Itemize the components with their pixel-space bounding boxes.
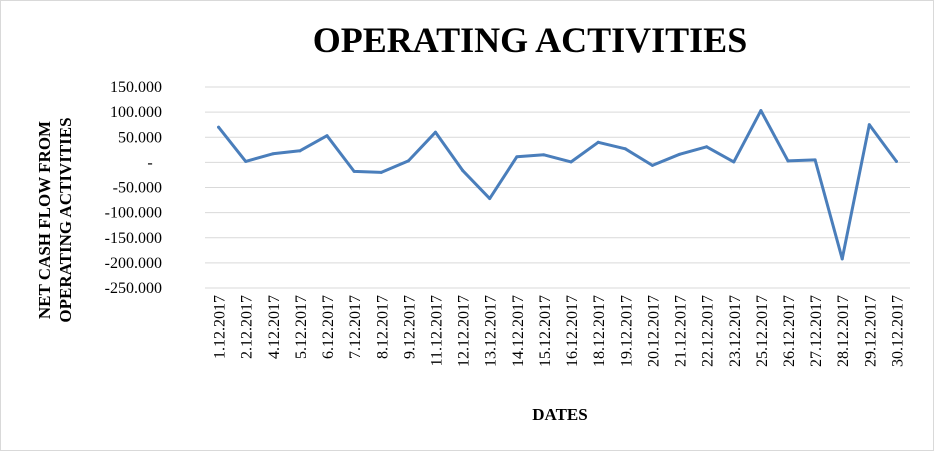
data-point: [705, 145, 709, 149]
data-point: [406, 159, 410, 163]
x-tick-label: 9.12.2017: [401, 295, 418, 359]
data-point: [569, 160, 573, 164]
x-tick-label: 4.12.2017: [266, 295, 283, 359]
data-point: [379, 170, 383, 174]
data-point: [623, 147, 627, 151]
x-tick-label: 8.12.2017: [374, 295, 391, 359]
x-tick-label: 1.12.2017: [212, 295, 229, 359]
data-point: [542, 153, 546, 157]
x-axis-ticks: 1.12.2017 2.12.2017 4.12.2017 5.12.2017 6.12…: [212, 295, 907, 367]
data-point: [867, 123, 871, 127]
x-tick-label: 28.12.2017: [835, 295, 852, 367]
series-line: [217, 109, 898, 261]
y-tick-label: 150.000: [110, 79, 162, 96]
data-point: [244, 159, 248, 163]
y-tick-label: -: [147, 154, 152, 171]
data-point: [840, 257, 844, 261]
x-tick-label: 18.12.2017: [591, 295, 608, 367]
x-tick-label: 6.12.2017: [320, 295, 337, 359]
data-point: [433, 130, 437, 134]
x-tick-label: 23.12.2017: [727, 295, 744, 367]
y-axis-label-line-2: OPERATING ACTIVITIES: [56, 117, 75, 322]
y-tick-label: -50.000: [113, 180, 162, 197]
data-point: [217, 125, 221, 129]
x-tick-label: 13.12.2017: [483, 295, 500, 367]
data-point: [352, 169, 356, 173]
data-point: [650, 163, 654, 167]
data-point: [786, 159, 790, 163]
data-point: [759, 109, 763, 113]
x-tick-label: 5.12.2017: [293, 295, 310, 359]
x-tick-label: 7.12.2017: [347, 295, 364, 359]
x-tick-label: 26.12.2017: [781, 295, 798, 367]
data-points: [217, 109, 898, 261]
x-tick-label: 21.12.2017: [673, 295, 690, 367]
chart-title: OPERATING ACTIVITIES: [313, 20, 747, 60]
data-point: [894, 159, 898, 163]
y-tick-label: 50.000: [118, 129, 162, 146]
x-tick-label: 2.12.2017: [239, 295, 256, 359]
x-tick-label: 11.12.2017: [428, 295, 445, 366]
y-tick-label: -150.000: [105, 230, 162, 247]
y-tick-label: 100.000: [110, 104, 162, 121]
x-tick-label: 27.12.2017: [808, 295, 825, 367]
y-tick-label: -250.000: [105, 280, 162, 297]
y-axis-ticks: 150.000 100.000 50.000 - -50.000 -100.000 -150…: [105, 79, 162, 297]
data-point: [596, 140, 600, 144]
x-tick-label: 29.12.2017: [862, 295, 879, 367]
y-tick-label: -200.000: [105, 255, 162, 272]
x-tick-label: 25.12.2017: [754, 295, 771, 367]
y-axis-label-line-1: NET CASH FLOW FROM: [35, 121, 54, 319]
x-tick-label: 12.12.2017: [456, 295, 473, 367]
data-point: [678, 152, 682, 156]
x-tick-label: 16.12.2017: [564, 295, 581, 367]
data-point: [325, 134, 329, 138]
x-tick-label: 19.12.2017: [618, 295, 635, 367]
x-tick-label: 14.12.2017: [510, 295, 527, 367]
x-tick-label: 15.12.2017: [537, 295, 554, 367]
x-tick-label: 22.12.2017: [700, 295, 717, 367]
data-point: [298, 149, 302, 153]
data-point: [461, 168, 465, 172]
grid-lines: [205, 86, 910, 289]
data-point: [813, 158, 817, 162]
y-tick-label: -100.000: [105, 205, 162, 222]
x-tick-label: 30.12.2017: [889, 295, 906, 367]
data-point: [732, 160, 736, 164]
x-tick-label: 20.12.2017: [645, 295, 662, 367]
data-point: [515, 155, 519, 159]
data-point: [271, 152, 275, 156]
x-axis-label: DATES: [532, 405, 587, 424]
data-point: [488, 197, 492, 201]
